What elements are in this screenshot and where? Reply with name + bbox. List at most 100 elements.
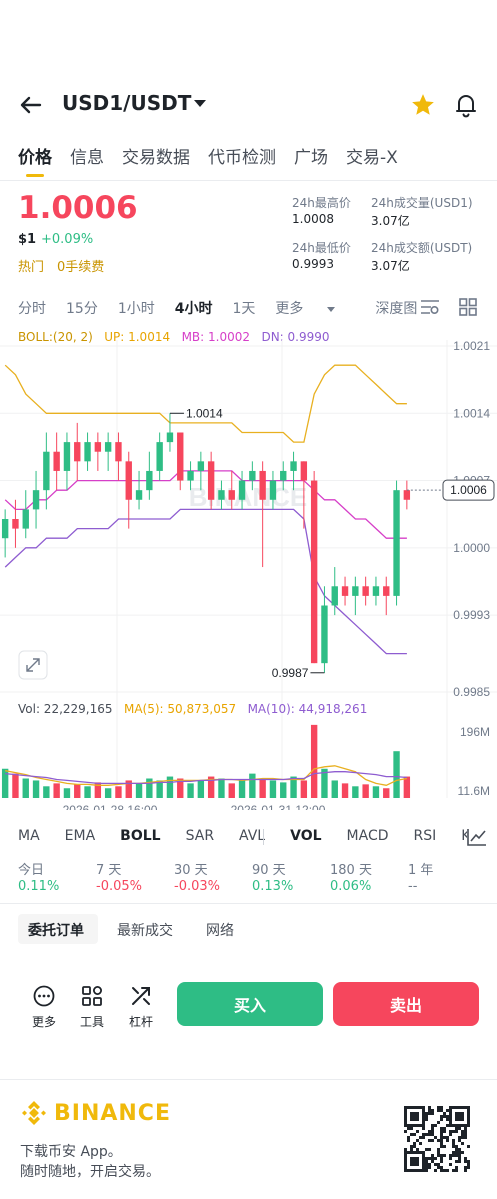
- star-icon[interactable]: [410, 92, 436, 118]
- arrow-left-icon[interactable]: [18, 92, 44, 118]
- volume-bar: [177, 778, 184, 798]
- tools-label: 工具: [79, 1015, 104, 1029]
- interval-time[interactable]: 分时: [18, 301, 46, 317]
- sell-button[interactable]: 卖出: [333, 982, 479, 1026]
- depth-chart-tab[interactable]: 深度图: [375, 301, 418, 317]
- volume-bar: [84, 786, 91, 798]
- tab-trading-data[interactable]: 交易数据: [122, 148, 190, 168]
- qr-module: [437, 1106, 440, 1109]
- indicator-vol[interactable]: VOL: [290, 828, 322, 844]
- qr-module: [455, 1151, 458, 1154]
- chevron-down-icon[interactable]: [194, 100, 206, 107]
- chevron-down-icon: [327, 306, 336, 312]
- binance-logo[interactable]: BINANCE: [20, 1098, 171, 1128]
- qr-module: [419, 1142, 422, 1145]
- qr-module: [440, 1106, 443, 1109]
- qr-module: [446, 1115, 449, 1118]
- perf-30d-value: -0.03%: [174, 879, 220, 894]
- volume-bar: [238, 780, 246, 798]
- divider: [0, 903, 497, 904]
- indicator-boll[interactable]: BOLL: [120, 828, 161, 844]
- qr-module: [425, 1166, 428, 1169]
- qr-module: [410, 1127, 413, 1130]
- candle-body: [393, 490, 400, 596]
- perf-180d-label: 180 天: [330, 863, 372, 878]
- low-marker-label: 0.9987: [272, 666, 309, 680]
- volume-bar: [249, 773, 256, 798]
- tab-token-check[interactable]: 代币检测: [208, 148, 276, 168]
- qr-module: [425, 1169, 428, 1172]
- qr-code-icon[interactable]: [404, 1106, 470, 1172]
- header-bar: USD1/USDT: [0, 80, 497, 130]
- kline-chart[interactable]: BINANCE1.00211.00141.00071.00000.99930.9…: [0, 340, 497, 810]
- volume-bar: [403, 776, 411, 798]
- qr-module: [437, 1139, 440, 1142]
- qr-module: [458, 1148, 461, 1151]
- indicator-sar[interactable]: SAR: [185, 828, 215, 844]
- qr-module: [422, 1127, 425, 1130]
- qr-module: [446, 1169, 449, 1172]
- layout-grid-icon[interactable]: [459, 298, 477, 316]
- qr-module: [437, 1148, 440, 1151]
- interval-4h[interactable]: 4小时: [174, 301, 213, 317]
- qr-module: [461, 1142, 464, 1145]
- interval-15m[interactable]: 15分: [66, 301, 98, 317]
- qr-module: [425, 1163, 428, 1166]
- indicator-ma[interactable]: MA: [18, 828, 40, 844]
- qr-module: [428, 1130, 431, 1133]
- candle-body: [104, 442, 112, 452]
- volume-bar: [383, 788, 390, 798]
- qr-module: [461, 1130, 464, 1133]
- volume-bar: [74, 784, 81, 798]
- qr-module: [440, 1139, 443, 1142]
- qr-module: [416, 1130, 419, 1133]
- indicator-bar: MA EMA BOLL SAR AVL VOL MACD RSI KD: [18, 828, 497, 844]
- tab-info[interactable]: 信息: [70, 148, 104, 168]
- qr-module: [458, 1154, 461, 1157]
- more-button[interactable]: 更多: [24, 985, 64, 1030]
- qr-module: [437, 1121, 440, 1124]
- tab-price[interactable]: 价格: [18, 148, 52, 168]
- high-marker-label: 1.0014: [186, 406, 223, 420]
- tab-orders[interactable]: 委托订单: [28, 923, 84, 939]
- perf-1y-value: --: [408, 879, 418, 894]
- volume-bar: [280, 782, 287, 798]
- pair-title[interactable]: USD1/USDT: [62, 91, 192, 115]
- qr-module: [458, 1136, 461, 1139]
- volume-bar: [362, 784, 369, 798]
- qr-module: [425, 1118, 428, 1121]
- leverage-button[interactable]: 杠杆: [121, 985, 161, 1030]
- qr-module: [467, 1145, 470, 1148]
- hot-tag[interactable]: 热门: [18, 260, 45, 275]
- qr-module: [422, 1133, 425, 1136]
- indicator-ema[interactable]: EMA: [64, 828, 96, 844]
- chart-settings-icon[interactable]: [420, 298, 440, 316]
- candle-body: [341, 586, 349, 596]
- interval-1d[interactable]: 1天: [232, 301, 256, 317]
- indicator-avl[interactable]: AVL: [239, 828, 266, 844]
- tab-trade-x[interactable]: 交易-X: [346, 148, 398, 168]
- qr-module: [440, 1157, 443, 1160]
- drawing-tool-icon[interactable]: [467, 828, 487, 846]
- interval-more[interactable]: 更多: [275, 298, 355, 318]
- qr-module: [428, 1109, 431, 1112]
- interval-1h[interactable]: 1小时: [117, 301, 155, 317]
- zero-fee-tag[interactable]: 0手续费: [57, 260, 105, 275]
- candle-body: [53, 451, 60, 471]
- bell-icon[interactable]: [454, 92, 478, 118]
- volume-bar: [310, 724, 318, 798]
- tools-button[interactable]: 工具: [72, 985, 112, 1030]
- buy-button[interactable]: 买入: [177, 982, 323, 1026]
- qr-module: [464, 1133, 467, 1136]
- tab-square[interactable]: 广场: [294, 148, 328, 168]
- qr-module: [404, 1130, 407, 1133]
- tab-latest-trades[interactable]: 最新成交: [117, 923, 173, 939]
- volume-bar: [207, 776, 215, 798]
- boll-legend: BOLL:(20, 2) UP: 1.0014 MB: 1.0002 DN: 0…: [18, 330, 330, 344]
- qr-module: [455, 1145, 458, 1148]
- indicator-rsi[interactable]: RSI: [413, 828, 437, 844]
- volume-ma10-line: [5, 771, 407, 785]
- indicator-macd[interactable]: MACD: [346, 828, 389, 844]
- qr-module: [440, 1160, 443, 1163]
- tab-network[interactable]: 网络: [206, 923, 234, 939]
